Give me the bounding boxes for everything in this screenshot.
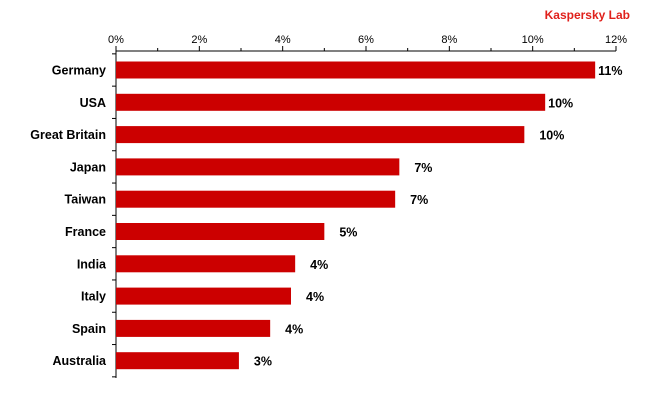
- data-label: 11%: [598, 64, 622, 78]
- bar: [116, 255, 296, 273]
- x-tick-label: 4%: [275, 34, 291, 46]
- data-label: 10%: [548, 96, 573, 110]
- bar: [116, 319, 271, 337]
- x-tick-label: 8%: [441, 34, 457, 46]
- category-label: France: [65, 225, 106, 239]
- bar: [116, 190, 396, 208]
- x-tick-label: 0%: [108, 34, 124, 46]
- bar: [116, 126, 525, 144]
- data-label: 4%: [310, 258, 328, 272]
- x-tick-label: 12%: [605, 34, 627, 46]
- data-label: 7%: [410, 193, 428, 207]
- category-label: Germany: [52, 64, 106, 78]
- category-label: USA: [80, 96, 106, 110]
- brand-label: Kaspersky Lab: [544, 8, 630, 22]
- category-label: Great Britain: [30, 128, 106, 142]
- category-label: India: [77, 257, 107, 271]
- bar: [116, 223, 325, 240]
- data-label: 4%: [306, 290, 324, 304]
- bar: [116, 158, 400, 176]
- category-label: Japan: [70, 160, 106, 174]
- x-tick-label: 10%: [522, 34, 544, 46]
- data-label: 5%: [339, 226, 357, 240]
- x-tick-label: 6%: [358, 34, 374, 46]
- data-label: 10%: [539, 129, 564, 143]
- bar: [116, 287, 291, 305]
- bar: [116, 352, 239, 370]
- bar: [116, 93, 546, 111]
- data-label: 3%: [254, 355, 272, 369]
- category-label: Italy: [81, 290, 106, 304]
- category-label: Spain: [72, 322, 106, 336]
- category-label: Taiwan: [65, 193, 106, 207]
- category-label: Australia: [53, 354, 108, 368]
- data-label: 4%: [285, 322, 303, 336]
- bar: [116, 61, 596, 79]
- x-tick-label: 2%: [191, 34, 207, 46]
- data-label: 7%: [414, 161, 432, 175]
